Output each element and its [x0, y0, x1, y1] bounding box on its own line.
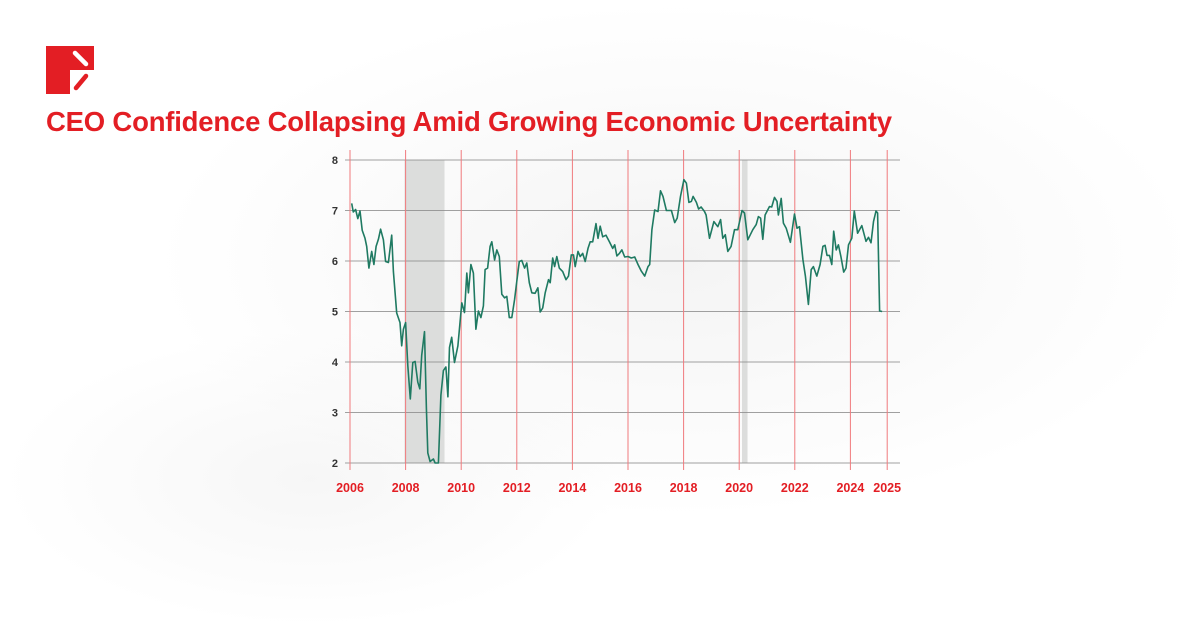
x-tick-label: 2022 [781, 481, 809, 495]
x-tick-label: 2006 [336, 481, 364, 495]
series-line [350, 178, 883, 464]
x-tick-label: 2010 [447, 481, 475, 495]
x-tick-label: 2016 [614, 481, 642, 495]
x-tick-label: 2025 [873, 481, 901, 495]
page-title: CEO Confidence Collapsing Amid Growing E… [46, 106, 892, 137]
y-tick-label: 7 [332, 206, 338, 218]
y-tick-label: 5 [332, 307, 338, 319]
x-tick-label: 2012 [503, 481, 531, 495]
y-tick-label: 2 [332, 458, 338, 470]
y-tick-label: 6 [332, 256, 338, 268]
y-tick-label: 8 [332, 155, 338, 167]
x-tick-label: 2024 [836, 481, 864, 495]
brand-logo-icon [46, 46, 94, 94]
y-tick-label: 3 [332, 408, 338, 420]
x-tick-label: 2018 [670, 481, 698, 495]
x-tick-label: 2020 [725, 481, 753, 495]
x-tick-label: 2014 [558, 481, 586, 495]
x-tick-label: 2008 [392, 481, 420, 495]
y-tick-label: 4 [332, 357, 339, 369]
